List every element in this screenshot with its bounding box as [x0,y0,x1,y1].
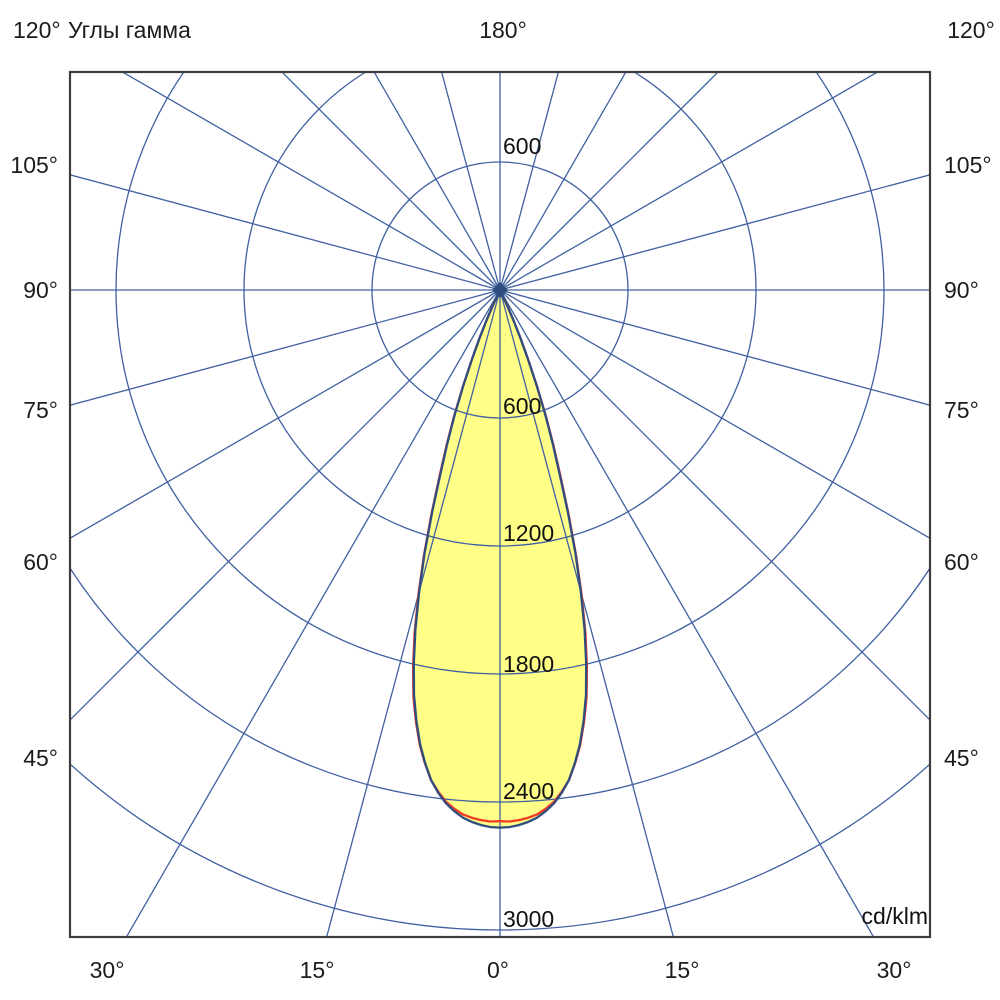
angle-label-bottom-15l: 15° [299,957,335,983]
ring-label-1800: 1800 [503,651,555,677]
grid-radial-60 [499,289,930,540]
ring-label-3000: 3000 [503,906,555,932]
grid-radial-150 [499,72,627,291]
angle-label-right-105: 105° [944,152,992,178]
grid-radial-315 [70,289,501,721]
grid-radial-210 [373,72,501,291]
curve-c90-c270 [412,287,588,829]
grid-radial-240 [121,72,501,291]
grid-radial-285 [70,289,501,406]
angle-label-left-45: 45° [23,745,58,771]
angle-label-left-90: 90° [23,277,58,303]
grid-radial-345 [325,289,501,937]
angle-label-right-90: 90° [944,277,979,303]
angle-label-right-75: 75° [944,397,979,423]
grid-radial-195 [440,72,501,291]
grid-radial-30 [499,289,875,937]
angle-label-right-60: 60° [944,549,979,575]
angle-label-bottom-30l: 30° [89,957,125,983]
ring-label-2400: 2400 [503,778,555,804]
angle-label-right-45: 45° [944,745,979,771]
angle-label-top-right: 120° [947,17,995,43]
grid-radial-300 [70,289,501,540]
grid-radial-120 [499,72,879,291]
grid-radial-225 [281,72,501,291]
angle-label-bottom-0: 0° [487,957,509,983]
grid-radial-15 [499,289,675,937]
unit-label: cd/klm [861,903,928,929]
angle-label-left-105: 105° [10,152,58,178]
ring-label-600: 600 [503,393,542,419]
grid-radial-45 [499,289,930,721]
ring-label-600-upper: 600 [503,133,542,159]
grid-radial-165 [499,72,560,291]
grid-radial-75 [499,289,930,406]
grid-radial-255 [70,174,501,291]
chart-title: Углы гамма [68,17,191,43]
angle-label-top-left: 120° [13,17,61,43]
angle-label-top-center: 180° [479,17,527,43]
polar-center-point [492,282,508,298]
grid-radial-135 [499,72,719,291]
angle-label-bottom-15r: 15° [664,957,700,983]
angle-label-left-75: 75° [23,397,58,423]
grid-radial-105 [499,174,930,291]
plot-border [68,70,932,939]
angle-label-bottom-30r: 30° [876,957,912,983]
ring-label-1200: 1200 [503,520,555,546]
angle-label-left-60: 60° [23,549,58,575]
grid-radial-330 [125,289,501,937]
